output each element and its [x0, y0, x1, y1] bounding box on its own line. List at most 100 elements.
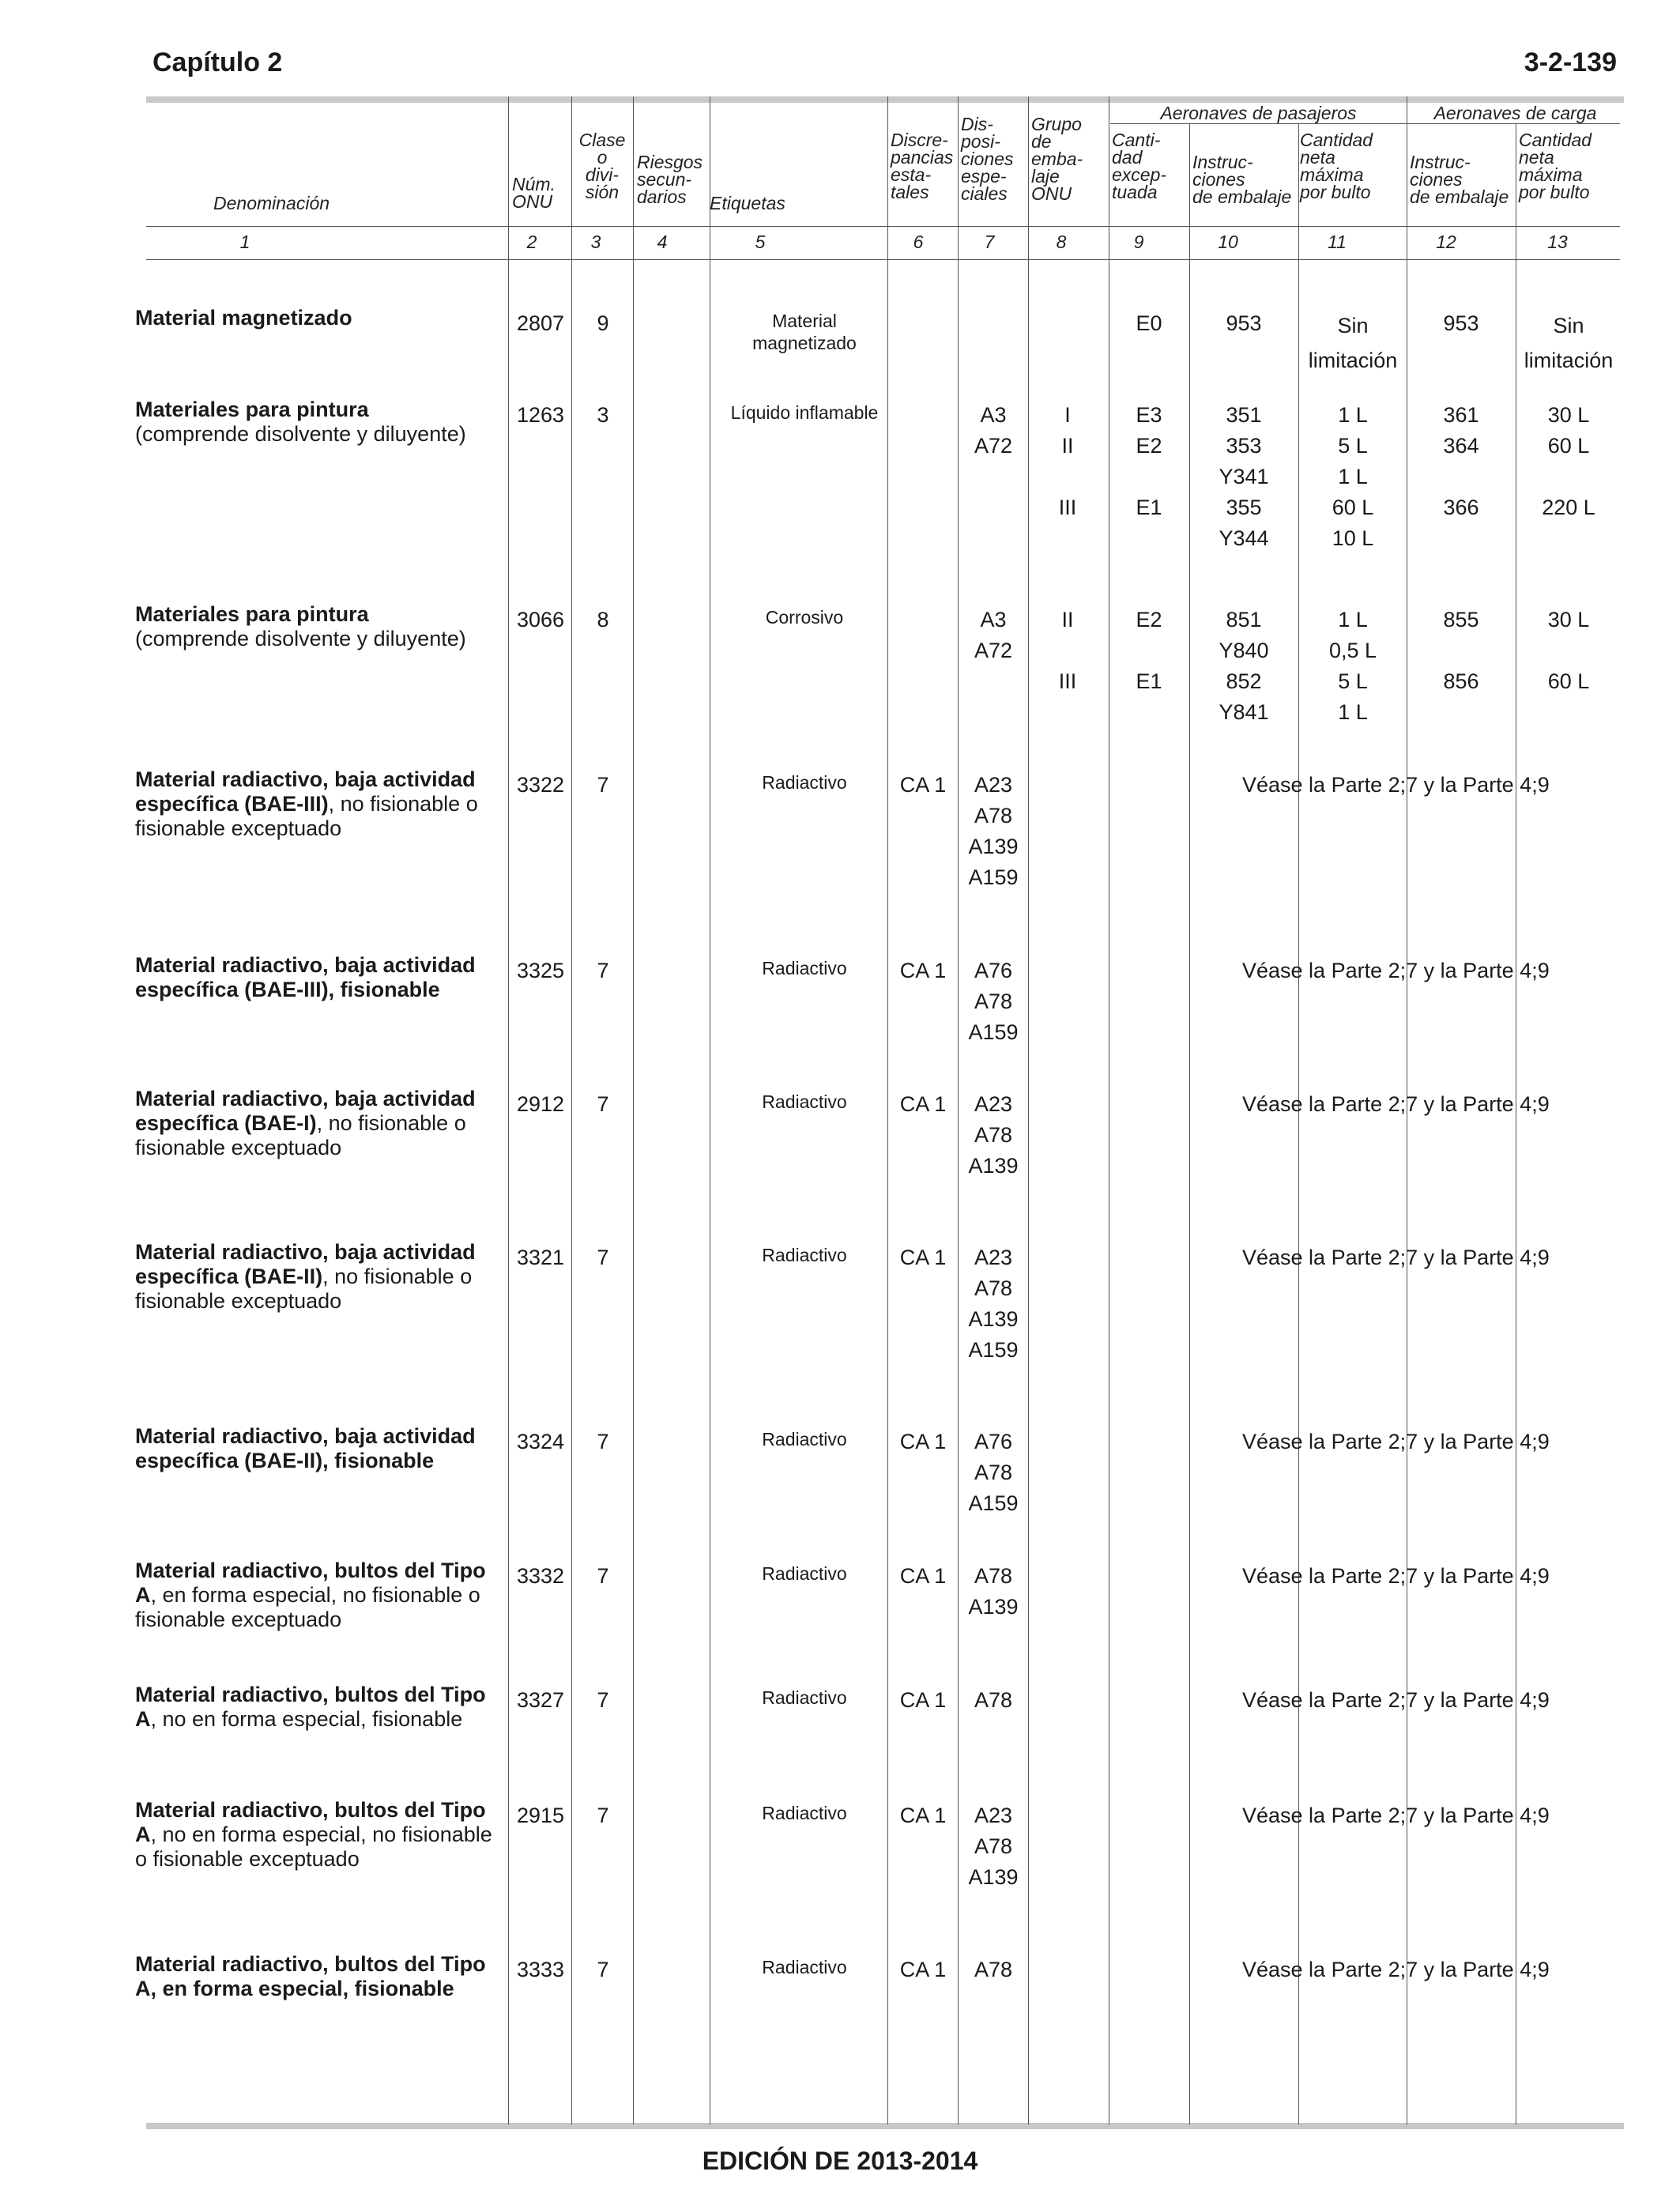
header-instrucciones-pasajeros: Instruc- ciones de embalaje	[1192, 152, 1292, 207]
state-variation: CA 1	[899, 1430, 947, 1453]
material-name: Material radiactivo, baja actividad espe…	[135, 1240, 499, 1314]
see-reference: Véase la Parte 2;7 y la Parte 4;9	[1242, 1564, 1550, 1588]
header-disposiciones: Dis- posi- ciones espe- ciales	[961, 114, 1014, 204]
material-name-bold: Material radiactivo, bultos del Tipo A, …	[135, 1952, 486, 2000]
see-reference: Véase la Parte 2;7 y la Parte 4;9	[1242, 773, 1550, 797]
class-division: 7	[597, 1092, 609, 1116]
material-name-detail: , no en forma especial, no fisionable o …	[135, 1823, 492, 1871]
cargo-packing-instruction: 361 364 366	[1443, 403, 1479, 519]
special-provisions: A3 A72	[974, 403, 1013, 458]
state-variation: CA 1	[899, 1958, 947, 1981]
header-line-bottom	[146, 226, 1620, 227]
special-provisions: A23 A78 A139 A159	[968, 1246, 1019, 1362]
material-name: Materiales para pintura (comprende disolv…	[135, 602, 499, 651]
header-line-groups	[1110, 123, 1620, 124]
see-reference: Véase la Parte 2;7 y la Parte 4;9	[1242, 1092, 1550, 1116]
hazard-label: Líquido inflamable	[730, 402, 879, 423]
onu-number: 2807	[516, 311, 565, 335]
state-variation: CA 1	[899, 1688, 947, 1712]
passenger-max-quantity: 1 L 0,5 L 5 L 1 L	[1328, 608, 1377, 724]
page-number: 3-2-139	[1524, 47, 1617, 77]
material-name-bold: Material radiactivo, baja actividad espe…	[135, 767, 476, 816]
material-name: Material radiactivo, bultos del Tipo A, …	[135, 1798, 499, 1872]
material-name: Material radiactivo, baja actividad espe…	[135, 953, 499, 1002]
onu-number: 3333	[516, 1958, 565, 1981]
col-divider	[958, 96, 959, 2124]
see-reference: Véase la Parte 2;7 y la Parte 4;9	[1242, 1688, 1550, 1712]
header-cantidad-pasajeros: Cantidad neta máxima por bulto	[1300, 130, 1373, 202]
material-name-bold: Material radiactivo, bultos del Tipo A	[135, 1683, 486, 1731]
material-name-bold: Material radiactivo, baja actividad espe…	[135, 1424, 476, 1472]
class-division: 7	[597, 1688, 609, 1712]
onu-number: 3325	[516, 959, 565, 982]
top-rule	[146, 96, 1624, 103]
class-division: 7	[597, 1246, 609, 1269]
onu-number: 3066	[516, 608, 565, 631]
class-division: 8	[597, 608, 609, 631]
header-riesgos: Riesgos secun- darios	[637, 152, 703, 207]
packing-group: I II III	[1058, 403, 1077, 519]
header-etiquetas: Etiquetas	[710, 193, 785, 213]
material-name-bold: Materiales para pintura	[135, 602, 369, 626]
state-variation: CA 1	[899, 1246, 947, 1269]
state-variation: CA 1	[899, 1804, 947, 1827]
col-divider	[508, 96, 509, 2124]
col-divider	[633, 96, 634, 2124]
header-clase: Clase o divi- sión	[578, 130, 626, 202]
onu-number: 2912	[516, 1092, 565, 1116]
special-provisions: A23 A78 A139	[968, 1804, 1019, 1889]
material-name: Material radiactivo, baja actividad espe…	[135, 1087, 499, 1160]
passenger-packing-instruction: 953	[1226, 311, 1262, 335]
material-name-detail: , no fisionable o fisionable exceptuado	[135, 1265, 473, 1313]
header-num-onu: Núm. ONU	[512, 174, 556, 212]
header-line-numbers	[146, 259, 1620, 260]
header-cantidad-carga: Cantidad neta máxima por bulto	[1519, 130, 1592, 202]
special-provisions: A76 A78 A159	[968, 1430, 1019, 1515]
cargo-packing-instruction: 953	[1443, 311, 1479, 335]
material-name: Materiales para pintura (comprende disolv…	[135, 398, 499, 447]
material-name: Material magnetizado	[135, 306, 499, 330]
material-name-bold: Material radiactivo, baja actividad espe…	[135, 953, 476, 1001]
hazard-label: Radiactivo	[762, 1091, 847, 1112]
material-name-bold: Material radiactivo, bultos del Tipo A	[135, 1559, 486, 1607]
onu-number: 3327	[516, 1688, 565, 1712]
see-reference: Véase la Parte 2;7 y la Parte 4;9	[1242, 1430, 1550, 1453]
material-name: Material radiactivo, baja actividad espe…	[135, 1424, 499, 1473]
state-variation: CA 1	[899, 773, 947, 797]
material-name-bold: Materiales para pintura	[135, 398, 369, 421]
bottom-rule	[146, 2123, 1624, 2129]
hazard-label: Radiactivo	[762, 772, 847, 793]
column-number: 12	[1436, 232, 1456, 252]
col-divider	[887, 96, 888, 2124]
class-division: 9	[597, 311, 609, 335]
hazard-label: Radiactivo	[762, 1687, 847, 1708]
cargo-max-quantity: 30 L 60 L	[1547, 608, 1590, 693]
material-name-detail: , no fisionable o fisionable exceptuado	[135, 792, 478, 840]
material-name-detail: (comprende disolvente y diluyente)	[135, 422, 466, 446]
excepted-quantity: E0	[1136, 311, 1162, 335]
class-division: 3	[597, 403, 609, 427]
state-variation: CA 1	[899, 1564, 947, 1588]
col-divider	[1028, 96, 1029, 2124]
see-reference: Véase la Parte 2;7 y la Parte 4;9	[1242, 1958, 1550, 1981]
packing-group: II III	[1058, 608, 1077, 693]
col-divider	[1189, 123, 1190, 2124]
special-provisions: A3 A72	[974, 608, 1013, 662]
hazard-label: Radiactivo	[762, 1957, 847, 1977]
excepted-quantity: E3 E2 E1	[1136, 403, 1162, 519]
onu-number: 3324	[516, 1430, 565, 1453]
hazard-label: Radiactivo	[762, 958, 847, 978]
passenger-max-quantity: 1 L 5 L 1 L 60 L 10 L	[1332, 403, 1374, 550]
cargo-packing-instruction: 855 856	[1443, 608, 1479, 693]
state-variation: CA 1	[899, 1092, 947, 1116]
class-division: 7	[597, 1958, 609, 1981]
onu-number: 2915	[516, 1804, 565, 1827]
header-carga: Aeronaves de carga	[1433, 103, 1597, 123]
see-reference: Véase la Parte 2;7 y la Parte 4;9	[1242, 1804, 1550, 1827]
see-reference: Véase la Parte 2;7 y la Parte 4;9	[1242, 959, 1550, 982]
special-provisions: A78	[974, 1958, 1013, 1981]
passenger-max-quantity: Sin limitación	[1308, 314, 1398, 372]
column-number: 13	[1547, 232, 1568, 252]
onu-number: 3322	[516, 773, 565, 797]
col-divider	[1298, 123, 1299, 2124]
